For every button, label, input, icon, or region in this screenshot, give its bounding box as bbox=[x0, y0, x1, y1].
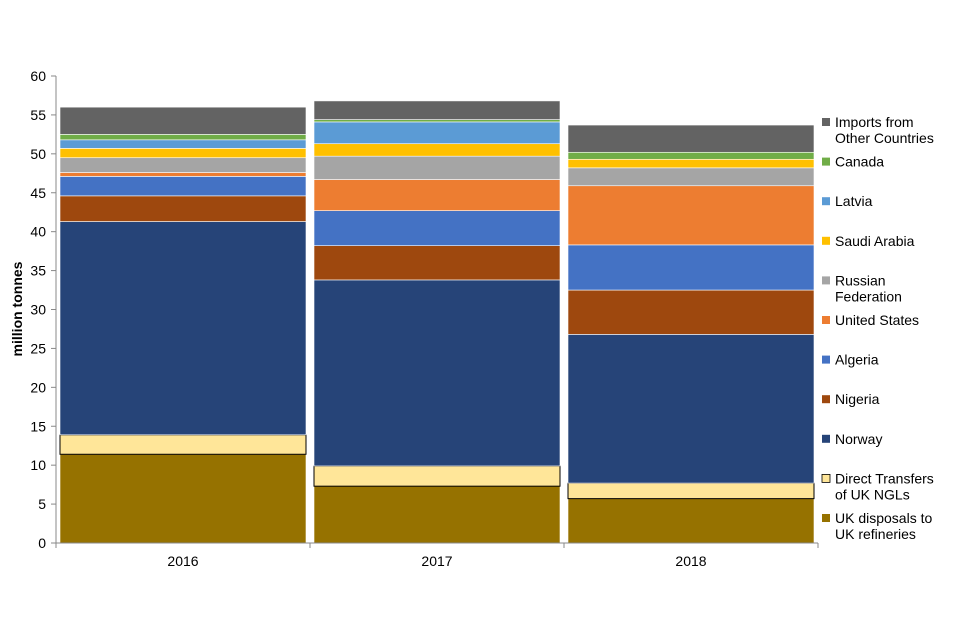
legend-swatch bbox=[822, 355, 830, 364]
bar-segment-latvia-2016 bbox=[59, 139, 307, 149]
bar-segment-united-states-2017 bbox=[313, 179, 561, 211]
x-tick-label: 2018 bbox=[675, 553, 706, 569]
bar-segment-algeria-2016 bbox=[59, 176, 307, 197]
legend-label: of UK NGLs bbox=[835, 486, 910, 502]
y-tick-label: 20 bbox=[30, 379, 46, 395]
y-tick-label: 25 bbox=[30, 340, 46, 356]
legend-label: Other Countries bbox=[835, 130, 934, 146]
legend-swatch bbox=[822, 316, 830, 324]
bar-segment-nigeria-2018 bbox=[567, 289, 815, 335]
y-tick-label: 45 bbox=[30, 185, 46, 201]
bar-segment-canada-2018 bbox=[567, 151, 815, 160]
legend-label: Direct Transfers bbox=[835, 470, 934, 486]
bar-segment-russian-federation-2018 bbox=[567, 167, 815, 187]
bar-segment-norway-2016 bbox=[59, 221, 307, 436]
bar-segment-imports-from-other-countries-2017 bbox=[313, 100, 561, 120]
y-tick-label: 5 bbox=[38, 496, 46, 512]
legend-label: Nigeria bbox=[835, 391, 880, 407]
bar-segment-imports-from-other-countries-2018 bbox=[567, 124, 815, 153]
legend-item-united-states: United States bbox=[822, 312, 919, 328]
y-tick-label: 10 bbox=[30, 457, 46, 473]
legend-label: Norway bbox=[835, 431, 882, 447]
bar-segment-uk-disposals-to-uk-refineries-2016 bbox=[59, 453, 307, 544]
bar-segment-united-states-2016 bbox=[59, 172, 307, 177]
bar-segment-saudi-arabia-2018 bbox=[567, 158, 815, 169]
legend-item-norway: Norway bbox=[822, 431, 882, 447]
legend-swatch bbox=[822, 514, 830, 522]
bar-segment-canada-2017 bbox=[313, 119, 561, 123]
bars-group bbox=[59, 100, 815, 544]
legend-item-algeria: Algeria bbox=[822, 352, 879, 368]
y-tick-label: 50 bbox=[30, 146, 46, 162]
bar-segment-norway-2017 bbox=[313, 279, 561, 467]
legend-label: Imports from bbox=[835, 114, 914, 130]
bar-segment-imports-from-other-countries-2016 bbox=[59, 106, 307, 135]
legend-swatch bbox=[822, 395, 830, 404]
bar-segment-russian-federation-2016 bbox=[59, 157, 307, 173]
legend-label: United States bbox=[835, 312, 919, 328]
bar-segment-direct-transfers-of-uk-ngls-2018 bbox=[567, 482, 815, 500]
bar-segment-saudi-arabia-2016 bbox=[59, 148, 307, 159]
bar-segment-uk-disposals-to-uk-refineries-2017 bbox=[313, 485, 561, 544]
bar-segment-saudi-arabia-2017 bbox=[313, 143, 561, 157]
legend-swatch bbox=[822, 118, 830, 126]
legend-swatch bbox=[821, 473, 831, 483]
legend-label: UK disposals to bbox=[835, 510, 932, 526]
bar-segment-canada-2016 bbox=[59, 134, 307, 141]
y-tick-label: 15 bbox=[30, 418, 46, 434]
y-tick-label: 60 bbox=[30, 68, 46, 84]
legend-label: Federation bbox=[835, 288, 902, 304]
y-tick-label: 30 bbox=[30, 302, 46, 318]
bar-segment-nigeria-2016 bbox=[59, 195, 307, 222]
legend-swatch bbox=[822, 434, 830, 443]
y-tick-label: 55 bbox=[30, 107, 46, 123]
y-axis-title: million tonnes bbox=[9, 261, 25, 356]
bar-segment-algeria-2017 bbox=[313, 210, 561, 246]
bar-segment-direct-transfers-of-uk-ngls-2016 bbox=[59, 434, 307, 455]
legend-item-latvia: Latvia bbox=[822, 193, 873, 209]
bar-segment-direct-transfers-of-uk-ngls-2017 bbox=[313, 465, 561, 487]
axes-group: 0 5 10 15 20 25 30 35 40 45 50 55 60 2016 2017 2018 bbox=[30, 68, 819, 569]
y-tick-label: 35 bbox=[30, 263, 46, 279]
bar-segment-uk-disposals-to-uk-refineries-2018 bbox=[567, 498, 815, 544]
legend-swatch bbox=[822, 276, 830, 285]
bar-segment-algeria-2018 bbox=[567, 244, 815, 291]
legend-label: Saudi Arabia bbox=[835, 233, 915, 249]
legend-swatch bbox=[822, 236, 830, 245]
bar-segment-nigeria-2017 bbox=[313, 245, 561, 281]
bar-segment-united-states-2018 bbox=[567, 185, 815, 246]
x-tick-label: 2016 bbox=[167, 553, 198, 569]
bar-segment-norway-2018 bbox=[567, 334, 815, 484]
legend-label: Canada bbox=[835, 154, 884, 170]
legend-item-saudi-arabia: Saudi Arabia bbox=[822, 233, 915, 249]
legend-label: Algeria bbox=[835, 352, 879, 368]
y-tick-label: 0 bbox=[38, 535, 46, 551]
legend-swatch bbox=[822, 197, 830, 206]
legend-label: UK refineries bbox=[835, 526, 916, 542]
y-tick-label: 40 bbox=[30, 224, 46, 240]
bar-segment-latvia-2017 bbox=[313, 121, 561, 145]
legend-swatch bbox=[822, 157, 830, 166]
x-tick-label: 2017 bbox=[421, 553, 452, 569]
legend-label: Russian bbox=[835, 272, 886, 288]
legend-item-nigeria: Nigeria bbox=[822, 391, 880, 407]
legend-item-canada: Canada bbox=[822, 154, 884, 170]
legend-label: Latvia bbox=[835, 193, 873, 209]
bar-segment-russian-federation-2017 bbox=[313, 155, 561, 180]
